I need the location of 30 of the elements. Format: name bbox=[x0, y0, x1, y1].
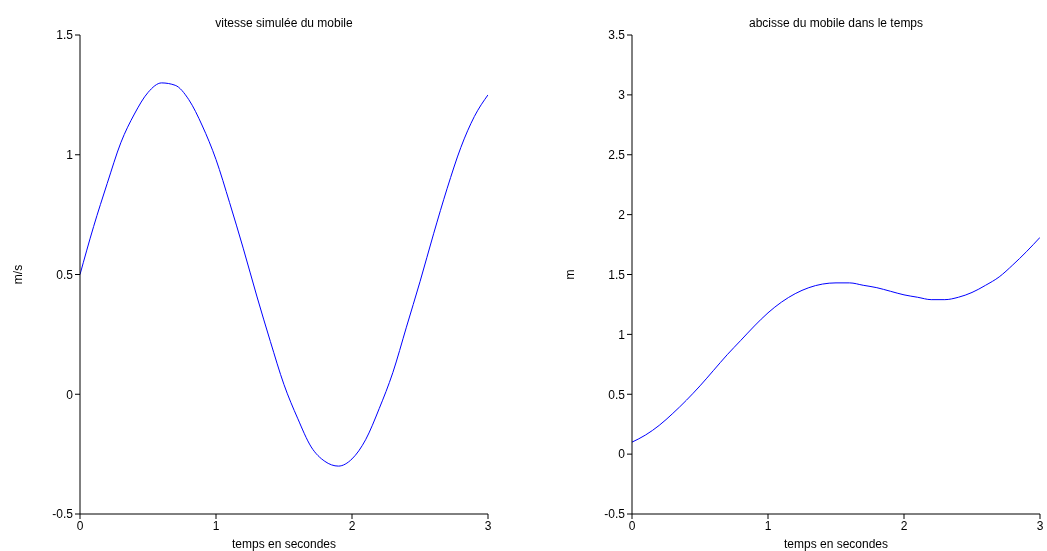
y-tick-label: 2 bbox=[618, 207, 626, 222]
x-axis-title: temps en secondes bbox=[783, 537, 889, 551]
y-tick-label: 0 bbox=[618, 447, 626, 462]
x-axis-title: temps en secondes bbox=[231, 537, 337, 551]
chart-title: abcisse du mobile dans le temps bbox=[747, 16, 925, 30]
y-tick-label: 1.5 bbox=[608, 267, 626, 282]
x-tick-label: 0 bbox=[76, 518, 84, 533]
chart-title: vitesse simulée du mobile bbox=[214, 16, 354, 30]
x-tick-label: 3 bbox=[1036, 518, 1044, 533]
y-axis-title: m/s bbox=[11, 264, 26, 285]
x-tick-label: 3 bbox=[484, 518, 492, 533]
y-tick-label: 2.5 bbox=[608, 148, 626, 163]
x-tick-label: 0 bbox=[628, 518, 636, 533]
y-tick-label: -0.5 bbox=[52, 507, 74, 522]
x-tick-label: 1 bbox=[212, 518, 220, 533]
y-tick-label: 1 bbox=[66, 148, 74, 163]
y-tick-label: 1.5 bbox=[56, 28, 74, 43]
x-tick-label: 2 bbox=[900, 518, 908, 533]
line-series bbox=[632, 236, 1040, 443]
y-tick-label: 3.5 bbox=[608, 28, 626, 43]
x-tick-label: 1 bbox=[764, 518, 772, 533]
y-tick-label: -0.5 bbox=[604, 507, 626, 522]
y-tick-label: 3 bbox=[618, 88, 626, 103]
y-tick-label: 0 bbox=[66, 387, 74, 402]
line-series bbox=[80, 82, 488, 467]
y-tick-label: 0.5 bbox=[56, 267, 74, 282]
y-tick-label: 1 bbox=[618, 327, 626, 342]
x-tick-label: 2 bbox=[348, 518, 356, 533]
y-tick-label: 0.5 bbox=[608, 387, 626, 402]
y-axis-title: m bbox=[563, 269, 578, 280]
